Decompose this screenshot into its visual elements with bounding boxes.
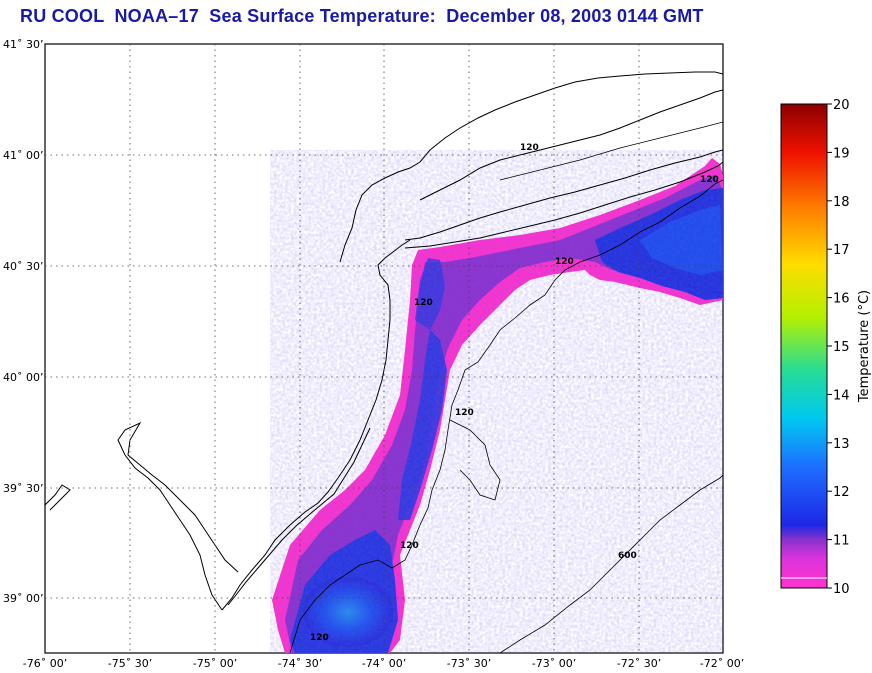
- longitude-axis: -76˚ 00’ -75˚ 30’ -75˚ 00’ -74˚ 30’ -74˚…: [23, 657, 744, 670]
- map-title: RU COOL NOAA–17 Sea Surface Temperature:…: [20, 6, 704, 26]
- colorbar-tick-label: 14: [833, 388, 850, 403]
- lat-tick-label: 40˚ 30’: [3, 260, 44, 273]
- isobath-label: 120: [414, 298, 433, 308]
- graticule: [45, 44, 723, 653]
- lon-tick-label: -74˚ 30’: [278, 657, 322, 670]
- colorbar-ticks: 10 11 12 13 14 15 16 17 18 19 20: [827, 98, 850, 597]
- colorbar-tick-label: 15: [833, 340, 850, 355]
- isobath-label: 120: [700, 175, 719, 185]
- lat-tick-label: 39˚ 30’: [3, 482, 44, 495]
- colorbar-tick-label: 10: [833, 582, 850, 597]
- lon-tick-label: -76˚ 00’: [23, 657, 67, 670]
- lon-tick-label: -75˚ 30’: [108, 657, 152, 670]
- lon-tick-label: -72˚ 30’: [617, 657, 661, 670]
- isobath-label: 120: [555, 257, 574, 267]
- colorbar-tick-label: 16: [833, 292, 850, 307]
- isobath-label: 120: [310, 633, 329, 643]
- lat-tick-label: 39˚ 00’: [3, 592, 44, 605]
- coastline-delaware-bay: [117, 421, 239, 611]
- coastline-long-island-south: [404, 161, 723, 249]
- isobath-label: 120: [400, 541, 419, 551]
- lat-tick-label: 41˚ 30’: [3, 38, 44, 51]
- lon-tick-label: -73˚ 00’: [532, 657, 576, 670]
- lat-tick-label: 41˚ 00’: [3, 149, 44, 162]
- lon-tick-label: -75˚ 00’: [193, 657, 237, 670]
- coastline-ny-harbor: [339, 71, 723, 263]
- colorbar-tick-label: 20: [833, 98, 850, 113]
- colorbar-tick-label: 18: [833, 195, 850, 210]
- isobath-shelf-edge: [499, 121, 723, 181]
- colorbar-tick-label: 11: [833, 534, 850, 549]
- colorbar: 10 11 12 13 14 15 16 17 18 19 20 Temperature (°C): [780, 98, 872, 597]
- latitude-axis: 41˚ 30’ 41˚ 00’ 40˚ 30’ 40˚ 00’ 39˚ 30’ …: [3, 38, 44, 605]
- coastline-long-island-north: [404, 149, 723, 241]
- isobath-label: 120: [520, 143, 539, 153]
- isobath-120: [289, 179, 723, 653]
- colorbar-title: Temperature (°C): [857, 290, 872, 403]
- colorbar-tick-label: 19: [833, 146, 850, 161]
- coastline-new-jersey: [221, 239, 411, 611]
- coastline-layer: [45, 71, 723, 611]
- lon-tick-label: -73˚ 30’: [447, 657, 491, 670]
- colorbar-tick-label: 17: [833, 243, 850, 258]
- map-contents: 120 120 120 120 120 120 120 600: [45, 44, 723, 653]
- colorbar-tick-label: 13: [833, 437, 850, 452]
- isobath-600: [499, 474, 723, 653]
- isobath-canyon: [449, 419, 501, 501]
- lat-tick-label: 40˚ 00’: [3, 371, 44, 384]
- lon-tick-label: -74˚ 00’: [362, 657, 406, 670]
- lon-tick-label: -72˚ 00’: [700, 657, 744, 670]
- bathymetry-labels: 120 120 120 120 120 120 120 600: [310, 143, 719, 643]
- coastline-delmarva: [45, 484, 71, 511]
- bathymetry-layer: [289, 121, 723, 653]
- coastline-ct-shore: [419, 89, 723, 201]
- colorbar-tick-label: 12: [833, 485, 850, 500]
- isobath-label: 600: [618, 551, 637, 561]
- barrier-islands: [227, 427, 371, 606]
- isobath-label: 120: [455, 408, 474, 418]
- colorbar-ramp: [780, 103, 828, 589]
